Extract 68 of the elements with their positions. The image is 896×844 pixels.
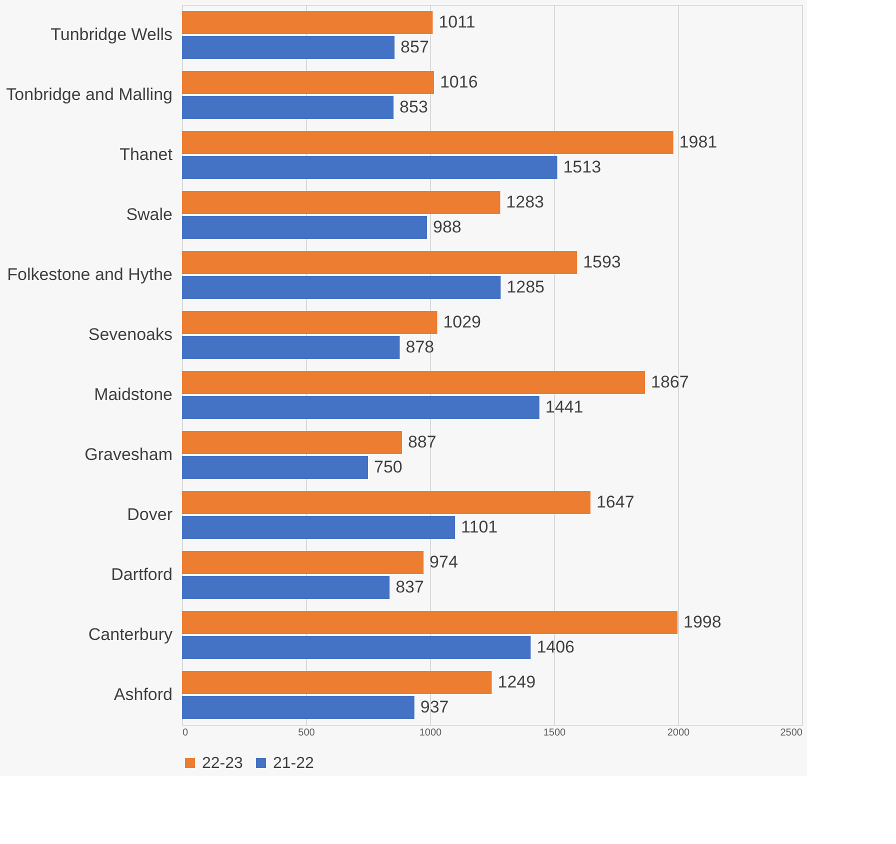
bar bbox=[182, 216, 428, 239]
bar bbox=[182, 516, 456, 539]
data-label: 853 bbox=[400, 98, 428, 116]
x-tick-label: 1000 bbox=[419, 728, 442, 738]
data-label: 887 bbox=[408, 432, 436, 452]
bar bbox=[182, 251, 578, 274]
data-label: 1867 bbox=[651, 372, 689, 392]
bar bbox=[182, 131, 674, 154]
y-tick-label: Ashford bbox=[114, 685, 172, 704]
y-tick-label: Tonbridge and Malling bbox=[6, 85, 172, 104]
bar bbox=[182, 671, 492, 694]
data-label: 937 bbox=[420, 698, 449, 716]
x-tick-label: 2500 bbox=[780, 728, 803, 738]
data-label: 1647 bbox=[596, 492, 634, 512]
bar bbox=[182, 191, 500, 214]
x-tick-label: 1500 bbox=[543, 728, 566, 738]
y-tick-label: Sevenoaks bbox=[88, 325, 172, 344]
bar bbox=[182, 36, 395, 59]
y-tick-label: Dartford bbox=[111, 565, 172, 584]
y-tick-label: Swale bbox=[126, 205, 172, 224]
legend-label: 22-23 bbox=[202, 755, 244, 772]
data-label: 1283 bbox=[506, 192, 544, 212]
bar bbox=[182, 336, 400, 359]
bar bbox=[182, 576, 390, 599]
data-label: 1016 bbox=[440, 72, 478, 92]
x-tick-label: 500 bbox=[298, 728, 316, 738]
bar bbox=[182, 456, 368, 479]
data-label: 1249 bbox=[498, 672, 536, 692]
bar bbox=[182, 696, 414, 719]
y-tick-label: Gravesham bbox=[84, 445, 172, 464]
data-label: 974 bbox=[430, 552, 458, 572]
legend-label: 21-22 bbox=[273, 755, 314, 772]
x-tick-label: 0 bbox=[182, 728, 188, 738]
bar bbox=[182, 71, 434, 94]
bar bbox=[182, 371, 646, 394]
data-label: 1998 bbox=[684, 612, 722, 632]
y-tick-label: Dover bbox=[127, 505, 173, 524]
data-label: 1029 bbox=[443, 312, 482, 332]
bar bbox=[182, 276, 501, 299]
bar bbox=[182, 96, 394, 119]
bar bbox=[182, 431, 402, 454]
y-tick-label: Tunbridge Wells bbox=[50, 25, 172, 44]
data-label: 1593 bbox=[583, 252, 621, 272]
bar bbox=[182, 156, 558, 179]
bar bbox=[182, 551, 424, 574]
data-label: 1101 bbox=[461, 518, 498, 536]
data-label: 878 bbox=[406, 338, 434, 356]
bar bbox=[182, 396, 540, 419]
data-label: 1285 bbox=[506, 278, 545, 296]
y-tick-label: Folkestone and Hythe bbox=[7, 265, 172, 284]
bar bbox=[182, 311, 438, 334]
y-tick-label: Maidstone bbox=[94, 385, 172, 404]
bar bbox=[182, 636, 531, 659]
bar bbox=[182, 611, 678, 634]
data-label: 1513 bbox=[563, 158, 602, 176]
data-label: 857 bbox=[400, 38, 429, 56]
x-tick-label: 2000 bbox=[667, 728, 690, 738]
data-label: 1011 bbox=[438, 12, 476, 32]
data-label: 837 bbox=[396, 578, 424, 596]
bar bbox=[182, 11, 433, 34]
y-tick-label: Thanet bbox=[120, 145, 173, 164]
data-label: 1981 bbox=[679, 132, 718, 152]
data-label: 1406 bbox=[536, 638, 575, 656]
bar bbox=[182, 491, 590, 514]
data-label: 988 bbox=[433, 218, 462, 236]
data-label: 750 bbox=[374, 458, 402, 476]
y-tick-label: Canterbury bbox=[88, 625, 173, 644]
data-label: 1441 bbox=[545, 398, 584, 416]
